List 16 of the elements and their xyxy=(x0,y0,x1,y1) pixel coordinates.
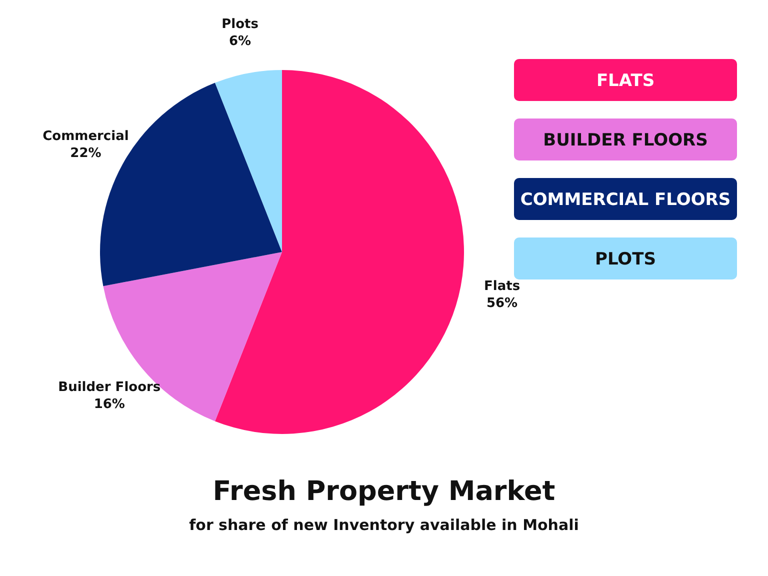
label-box: BUILDER FLOORS xyxy=(514,118,737,160)
data-label: 56% xyxy=(486,296,518,311)
slice-label: Plots xyxy=(222,16,259,32)
slice-label: Builder Floors xyxy=(58,380,161,395)
slice-label: Commercial xyxy=(42,129,129,144)
data-label: 22% xyxy=(70,146,102,162)
text: for share of new Inventory available in Mohali xyxy=(189,516,579,534)
data-label: 16% xyxy=(94,396,125,412)
text: Fresh Property Market xyxy=(212,476,556,507)
label-box: FLATS xyxy=(514,59,737,101)
slice-label: Flats xyxy=(484,278,520,294)
pie-slice xyxy=(215,70,464,434)
pie-slice xyxy=(215,70,282,252)
data-label: 6% xyxy=(228,34,252,49)
label-box: COMMERCIAL FLOORS xyxy=(514,178,737,220)
label-box: PLOTS xyxy=(514,238,737,280)
